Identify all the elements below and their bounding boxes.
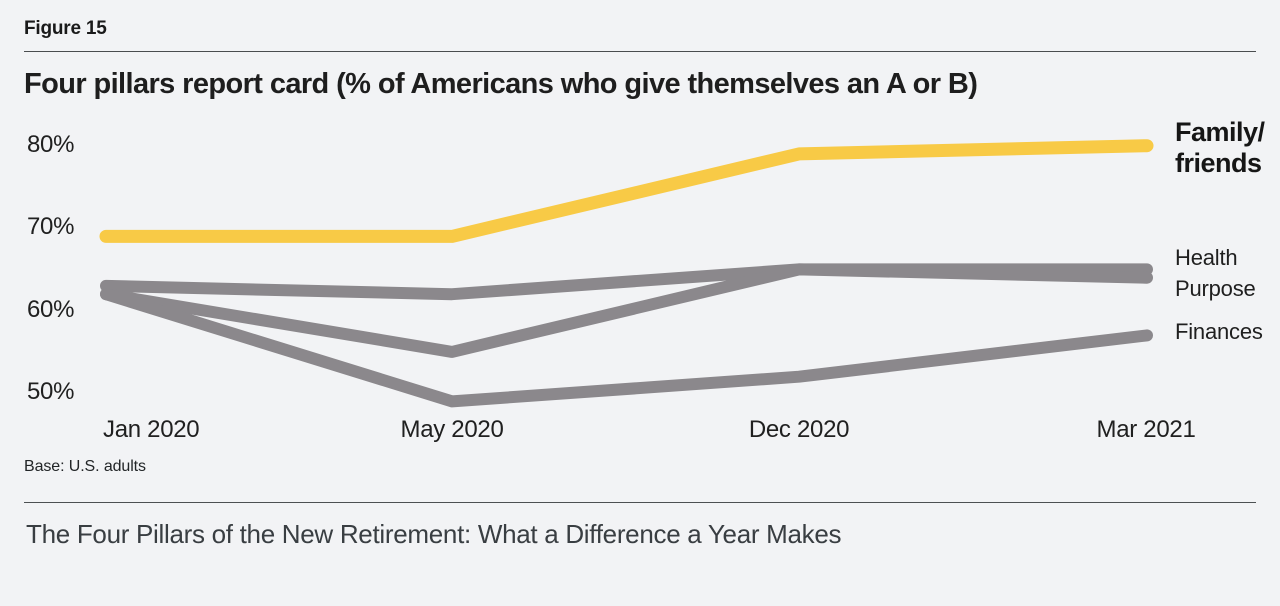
y-tick-80: 80% (27, 131, 75, 158)
footer-divider-rule (24, 502, 1256, 503)
figure-number-label: Figure 15 (24, 18, 107, 39)
y-tick-70: 70% (27, 213, 75, 240)
header-divider-rule (24, 51, 1256, 52)
base-note: Base: U.S. adults (24, 458, 146, 475)
x-tick-jan-2020: Jan 2020 (103, 416, 200, 443)
x-tick-dec-2020: Dec 2020 (748, 416, 850, 443)
y-tick-60: 60% (27, 296, 75, 323)
chart-title: Four pillars report card (% of Americans… (24, 68, 978, 100)
legend-finances: Finances (1175, 319, 1263, 344)
line-finances (100, 288, 1153, 408)
report-title: The Four Pillars of the New Retirement: … (26, 519, 842, 549)
x-tick-may-2020: May 2020 (400, 416, 504, 443)
line-family-friends (99, 139, 1154, 243)
legend-health: Health (1175, 245, 1238, 270)
x-tick-mar-2021: Mar 2021 (1096, 416, 1196, 443)
line-purpose (100, 263, 1153, 358)
legend-family-friends-line1: Family/ (1175, 117, 1265, 147)
legend-family-friends: Family/ friends (1175, 117, 1265, 179)
legend-family-friends-line2: friends (1175, 148, 1262, 178)
y-tick-50: 50% (27, 378, 75, 405)
legend-purpose: Purpose (1175, 276, 1256, 301)
